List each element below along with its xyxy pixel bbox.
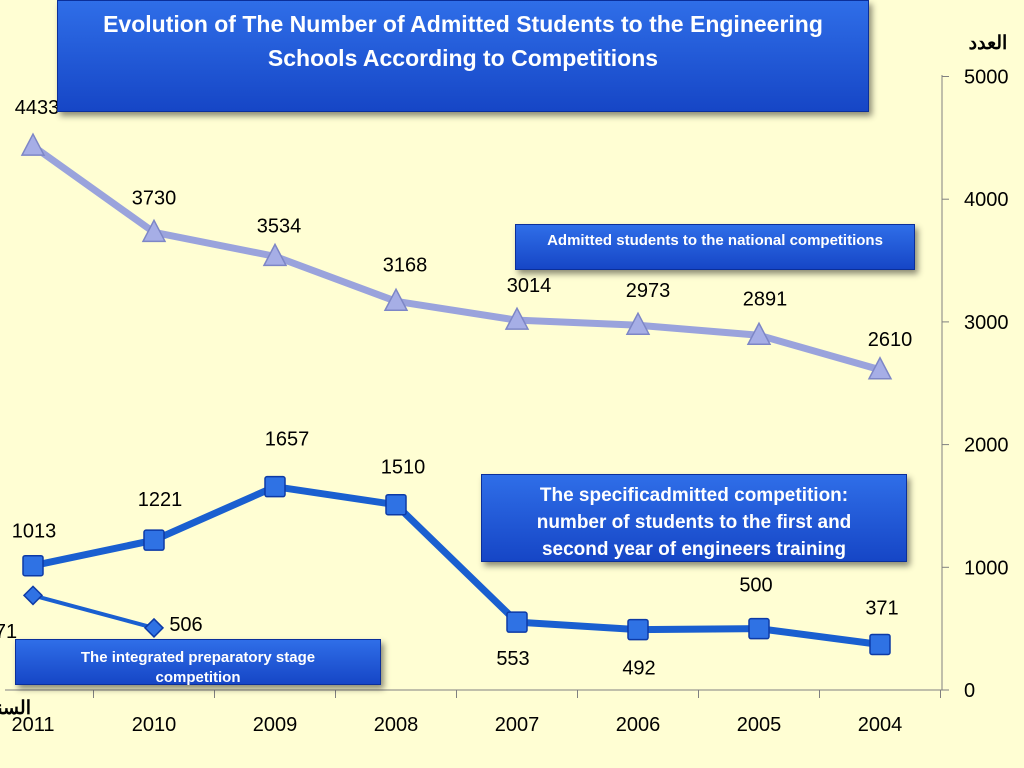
y-tick-label-4000: 4000 [964, 189, 1009, 211]
data-label-national-2010: 3730 [132, 187, 177, 209]
point-specific-2005 [748, 617, 770, 640]
point-preparatory-2010 [143, 617, 165, 638]
point-specific-2007 [506, 611, 528, 633]
y-tick-label-3000: 3000 [964, 312, 1009, 334]
x-tick-label-2004: 2004 [858, 714, 903, 736]
data-label-specific-2007: 553 [496, 648, 529, 670]
point-national-2010 [141, 218, 167, 243]
chart-title-box: Evolution of The Number of Admitted Stud… [57, 0, 869, 112]
data-label-national-2006: 2973 [626, 280, 671, 302]
y-tick-label-5000: 5000 [964, 67, 1009, 89]
data-label-preparatory-2010: 506 [169, 614, 202, 636]
point-specific-2006 [627, 618, 649, 641]
data-label-specific-2009: 1657 [265, 429, 310, 451]
y-tick-label-1000: 1000 [964, 557, 1009, 579]
legend-preparatory-stage: The integrated preparatory stage competi… [15, 639, 381, 686]
x-tick-label-2011: 2011 [11, 714, 54, 736]
data-label-specific-2008: 1510 [381, 457, 426, 479]
data-label-national-2007: 3014 [507, 275, 552, 297]
series-line-preparatory [32, 593, 155, 630]
data-label-national-2008: 3168 [383, 254, 428, 276]
legend-national-competitions: Admitted students to the national compet… [515, 224, 915, 270]
legend-specific-line-2: number of students to the first and [536, 512, 852, 533]
point-national-2005 [746, 321, 772, 346]
y-tick-label-2000: 2000 [964, 435, 1009, 457]
x-tick-label-2008: 2008 [374, 714, 419, 736]
point-national-2009 [262, 242, 288, 267]
x-tick-label-2009: 2009 [253, 714, 298, 736]
point-specific-2010 [143, 529, 165, 551]
point-specific-2008 [385, 493, 407, 516]
chart-title-line-1: Evolution of The Number of Admitted Stud… [103, 11, 823, 37]
legend-specific-competition: The specificadmitted competition: number… [481, 474, 907, 562]
x-axis-title: السنة [0, 698, 31, 719]
point-national-2007 [504, 306, 530, 330]
point-specific-2004 [869, 633, 891, 656]
data-label-specific-2006: 492 [622, 658, 655, 680]
data-label-specific-2004: 371 [865, 597, 898, 619]
x-tick-label-2005: 2005 [737, 714, 782, 736]
series-line-specific [32, 483, 881, 648]
point-national-2011 [20, 132, 46, 156]
chart-title-line-2: Schools According to Competitions [267, 45, 659, 71]
x-tick-label-2010: 2010 [132, 714, 177, 736]
point-national-2006 [625, 311, 651, 335]
data-label-preparatory-2011: 71 [0, 621, 17, 643]
data-label-national-2011: 4433 [15, 97, 60, 119]
y-tick-label-0: 0 [964, 680, 975, 702]
data-label-specific-2005: 500 [739, 575, 772, 597]
y-axis-title: العدد [969, 33, 1008, 54]
point-specific-2011 [22, 554, 44, 577]
point-preparatory-2011 [22, 585, 44, 606]
data-label-specific-2010: 1221 [138, 489, 183, 511]
legend-national-label: Admitted students to the national compet… [547, 232, 883, 249]
legend-prep-line-1: The integrated preparatory stage [80, 649, 316, 666]
series-line-national [30, 143, 881, 374]
data-label-national-2005: 2891 [743, 288, 788, 310]
legend-specific-line-1: The specificadmitted competition: [539, 485, 849, 506]
point-specific-2009 [264, 475, 286, 498]
point-national-2004 [867, 356, 893, 380]
legend-prep-line-2: competition [155, 669, 241, 686]
data-label-national-2009: 3534 [257, 215, 302, 237]
data-label-national-2004: 2610 [868, 329, 913, 351]
point-national-2008 [383, 287, 409, 312]
legend-specific-line-3: second year of engineers training [541, 539, 847, 560]
x-tick-label-2007: 2007 [495, 714, 540, 736]
x-tick-label-2006: 2006 [616, 714, 661, 736]
data-label-specific-2011: 1013 [12, 521, 57, 543]
